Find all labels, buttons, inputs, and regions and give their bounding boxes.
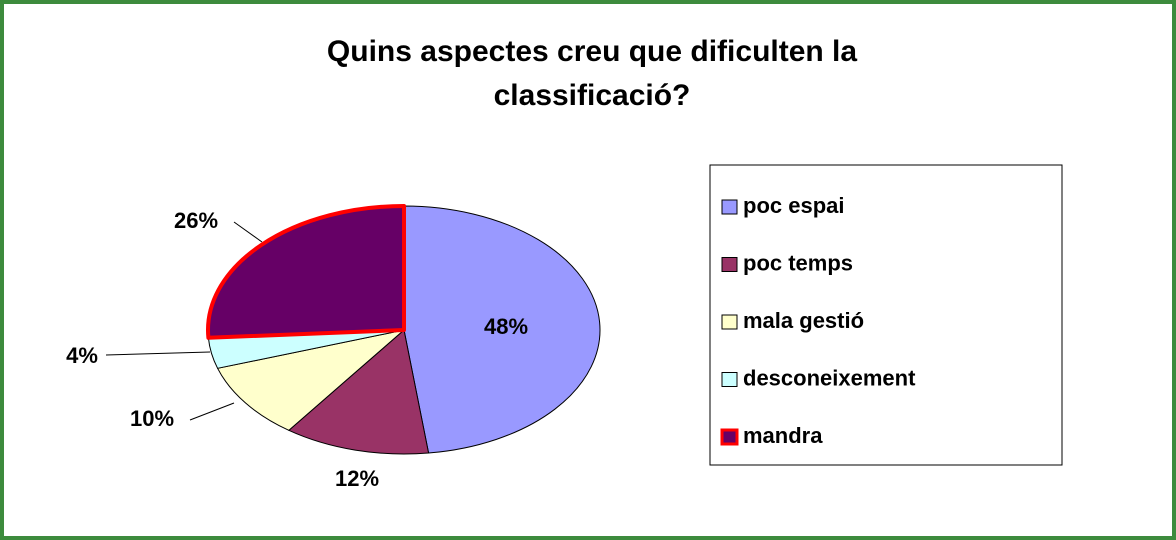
chart-title: Quins aspectes creu que dificulten la cl… xyxy=(326,35,858,112)
legend-label: desconeixement xyxy=(743,365,916,390)
data-label: 48% xyxy=(484,314,528,339)
pie-slice xyxy=(206,204,406,340)
leader-line xyxy=(189,402,235,421)
legend-label: mala gestió xyxy=(743,308,864,333)
data-label: 10% xyxy=(130,406,174,431)
pie-slice xyxy=(217,329,405,431)
legend-swatch xyxy=(720,428,739,446)
legend-label: mandra xyxy=(743,423,823,448)
leader-line xyxy=(105,351,211,356)
legend-label: poc espai xyxy=(743,193,844,218)
legend-swatch xyxy=(721,372,738,387)
legend-box xyxy=(709,164,1063,466)
leader-line xyxy=(233,221,263,243)
legend-swatch xyxy=(721,199,738,215)
data-label: 4% xyxy=(66,343,98,368)
legend-swatch xyxy=(721,257,738,272)
legend-label: poc temps xyxy=(743,250,853,275)
pie-slice xyxy=(403,205,601,454)
data-label: 26% xyxy=(174,208,218,233)
pie-slice xyxy=(288,329,430,455)
legend-swatch xyxy=(721,314,738,330)
chart: 48% 12% 10% 4% 26% poc espai poc temps mala ges… xyxy=(66,164,1063,491)
data-label: 12% xyxy=(335,466,379,491)
